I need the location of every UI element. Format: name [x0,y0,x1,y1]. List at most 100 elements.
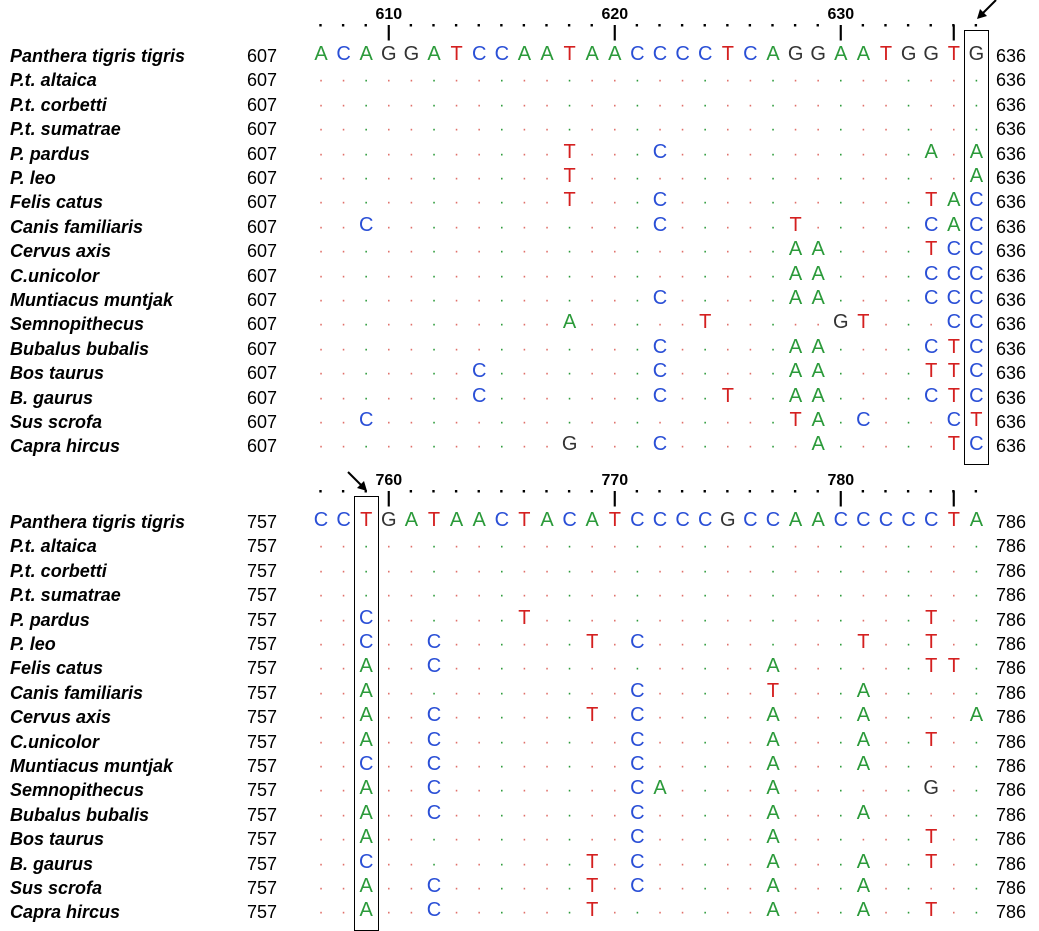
identity-dot: · [521,538,528,556]
start-position: 757 [247,658,278,679]
identity-dot: · [702,636,708,653]
identity-dot: · [363,243,369,261]
identity-dot: · [363,562,369,580]
species-name: C.unicolor [10,731,99,752]
species-name: P. leo [10,634,56,654]
residue-t: T [563,140,576,163]
identity-dot: · [340,855,347,873]
identity-dot: · [838,782,844,800]
identity-dot: · [702,758,708,775]
identity-dot: · [905,121,912,139]
residue-c: C [426,728,442,751]
residue-c: C [471,384,487,407]
residue-a: A [811,287,825,309]
residue-t: T [947,384,960,407]
start-position: 607 [247,241,278,262]
start-position: 607 [247,387,278,408]
identity-dot: · [860,194,867,212]
identity-dot: · [770,340,776,358]
identity-dot: · [815,733,821,751]
residue-a: A [359,777,373,800]
start-position: 757 [247,902,278,923]
ruler-tick: · [770,16,776,35]
identity-dot: · [318,121,324,139]
identity-dot: · [702,709,708,727]
identity-dot: · [905,292,912,309]
identity-dot: · [747,831,754,849]
identity-dot: · [386,636,392,653]
residue-t: T [947,433,960,456]
identity-dot: · [883,365,889,383]
identity-dot: · [792,611,799,629]
identity-dot: · [860,831,867,849]
identity-dot: · [634,267,641,285]
identity-dot: · [634,145,641,163]
identity-dot: · [521,438,528,456]
residue-t: T [360,509,373,531]
residue-a: A [766,43,780,65]
residue-t: T [925,360,938,383]
identity-dot: · [973,660,980,678]
residue-t: T [450,43,463,65]
residue-g: G [403,43,420,65]
identity-dot: · [589,170,595,187]
identity-dot: · [838,121,844,139]
identity-dot: · [386,684,392,702]
identity-dot: · [657,121,663,139]
residue-c: C [833,509,849,531]
identity-dot: · [521,170,528,187]
identity-dot: · [453,806,460,824]
highlight-box [964,30,990,465]
identity-dot: · [476,414,482,431]
identity-dot: · [431,414,437,431]
identity-dot: · [318,538,324,556]
identity-dot: · [657,316,663,334]
identity-dot: · [747,855,754,873]
end-position: 786 [996,682,1027,703]
identity-dot: · [476,684,482,702]
residue-t: T [925,189,938,212]
identity-dot: · [340,292,347,309]
identity-dot: · [408,170,415,187]
identity-dot: · [838,904,844,922]
identity-dot: · [792,709,799,727]
residue-g: G [900,43,917,65]
identity-dot: · [453,758,460,775]
identity-dot: · [521,562,528,580]
end-position: 636 [996,363,1027,384]
identity-dot: · [318,611,324,629]
identity-dot: · [476,96,482,114]
residue-c: C [923,213,939,236]
identity-dot: · [340,660,347,678]
species-name: B. gaurus [10,387,94,408]
identity-dot: · [770,438,776,456]
identity-dot: · [883,121,889,139]
identity-dot: · [386,660,392,678]
identity-dot: · [883,733,889,751]
identity-dot: · [476,806,482,824]
identity-dot: · [679,438,686,456]
identity-dot: · [928,562,934,580]
residue-c: C [630,753,645,775]
identity-dot: · [363,267,369,285]
end-position: 786 [996,609,1027,630]
identity-dot: · [340,340,347,358]
residue-a: A [811,433,825,456]
identity-dot: · [679,733,686,751]
identity-dot: · [838,267,844,285]
identity-dot: · [770,96,776,114]
end-position: 636 [996,290,1027,310]
identity-dot: · [589,782,595,800]
identity-dot: · [612,218,618,236]
identity-dot: · [612,855,618,873]
identity-dot: · [792,831,799,849]
identity-dot: · [612,170,618,187]
residue-a: A [359,728,373,751]
identity-dot: · [815,660,821,678]
identity-dot: · [340,218,347,236]
identity-dot: · [589,660,595,678]
end-position: 786 [996,780,1027,801]
identity-dot: · [973,733,980,751]
residue-a: A [540,43,554,65]
